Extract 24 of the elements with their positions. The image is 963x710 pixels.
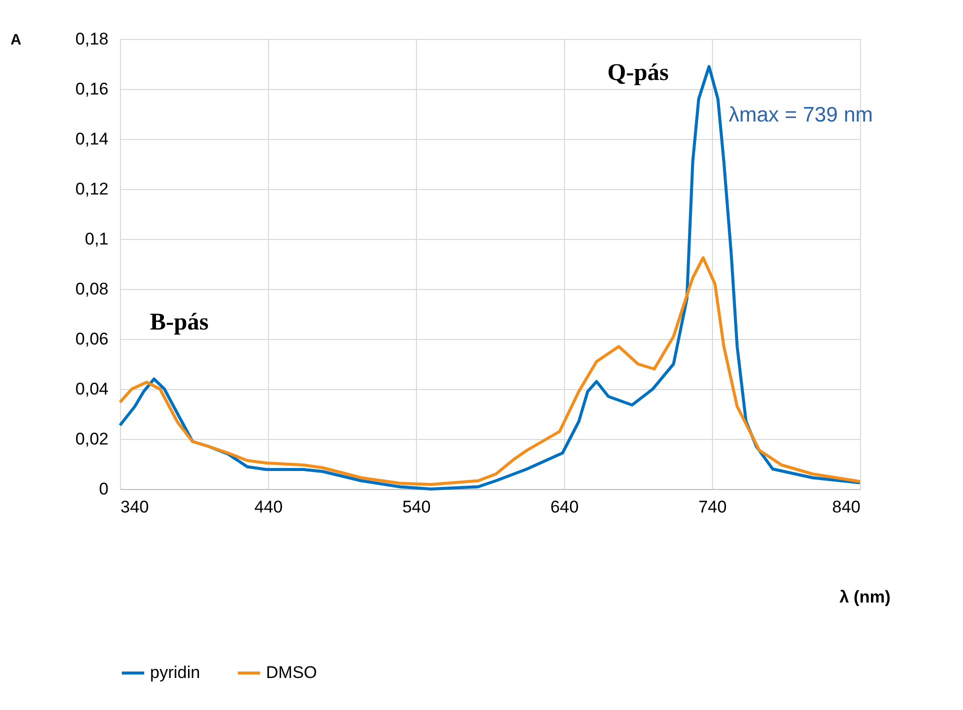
x-tick-label: 840 (832, 498, 860, 516)
y-tick-label: 0,08 (75, 280, 108, 298)
annotation: Q-pás (607, 60, 669, 86)
x-tick-label: 540 (402, 498, 431, 516)
y-tick-label: 0,12 (75, 180, 108, 198)
y-tick-label: 0,1 (84, 230, 108, 248)
x-axis-title: λ (nm) (840, 588, 890, 606)
y-tick-label: 0,18 (75, 30, 108, 48)
x-tick-label: 440 (254, 498, 283, 516)
y-tick-label: 0,04 (75, 380, 108, 398)
x-tick-label: 340 (120, 498, 149, 516)
legend-label: pyridin (150, 663, 200, 682)
y-tick-label: 0,06 (75, 330, 108, 348)
y-tick-label: 0,16 (75, 80, 108, 98)
line-series (118, 256, 862, 486)
x-tick-label: 740 (698, 498, 727, 516)
x-tick-label: 640 (550, 498, 579, 516)
y-axis-title: A (10, 32, 22, 48)
y-tick-label: 0,14 (75, 130, 108, 148)
y-tick-label: 0 (99, 480, 108, 498)
annotation: B-pás (150, 310, 209, 336)
annotation: λmax = 739 nm (728, 104, 873, 126)
legend-label: DMSO (266, 663, 317, 682)
y-tick-label: 0,02 (75, 430, 108, 448)
